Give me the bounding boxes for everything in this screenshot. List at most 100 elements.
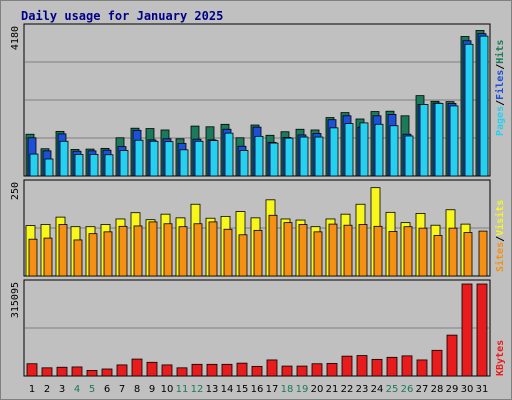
kbytes-bar [296,365,308,377]
sites-bar [133,225,143,277]
sites-bar [418,227,428,277]
kbytes-bar [86,370,98,377]
sites-bar [148,221,158,277]
pages-bar [224,132,234,177]
pages-bar [254,135,264,177]
kbytes-bar [326,363,338,377]
pages-bar [389,125,399,177]
sites-bar [448,227,458,277]
pages-bar [374,123,384,177]
kbytes-bar [281,365,293,377]
x-tick-label: 12 [191,384,204,395]
legend-sites: Sites [494,242,506,272]
x-tick-label: 8 [134,384,140,395]
sites-bar [43,237,53,277]
x-tick-label: 29 [446,384,459,395]
pages-bar [134,139,144,177]
x-tick-label: 16 [251,384,264,395]
sites-bar [193,223,203,277]
legend-visits: Visits [494,200,506,236]
kbytes-bar [41,367,53,377]
kbytes-bar [101,368,113,377]
legend-pages: Pages [495,106,506,136]
sites-bar [208,221,218,277]
y-max-label: 250 [10,182,21,200]
sites-bar [223,228,233,277]
kbytes-bar [446,334,458,377]
x-tick-label: 10 [161,384,174,395]
kbytes-bar [116,364,128,377]
legend-hits: Hits [494,40,506,64]
kbytes-bar [266,359,278,377]
pages-bar [314,136,324,177]
sites-bar [178,226,188,277]
x-tick-label: 13 [206,384,219,395]
kbytes-bar [431,349,443,377]
y-max-label: 315095 [10,282,21,318]
x-tick-label: 15 [236,384,249,395]
kbytes-bar [356,355,368,377]
kbytes-bar [476,283,488,377]
x-tick-label: 19 [296,384,309,395]
x-tick-label: 31 [476,384,489,395]
legend-kbytes: KBytes [495,340,506,376]
x-tick-label: 30 [461,384,474,395]
pages-bar [404,135,414,177]
x-tick-label: 27 [416,384,429,395]
kbytes-bar [386,356,398,377]
sites-bar [253,229,263,277]
pages-bar [419,104,429,177]
x-tick-label: 23 [356,384,369,395]
pages-bar [239,150,249,177]
x-tick-label: 20 [311,384,324,395]
kbytes-bar [176,367,188,377]
x-tick-label: 24 [371,384,384,395]
legend-separator: / [495,100,506,106]
pages-bar [329,127,339,177]
kbytes-bar [416,359,428,377]
sites-bar [403,226,413,277]
kbytes-bar [26,363,38,377]
pages-bar [464,43,474,177]
kbytes-bar [461,283,473,377]
x-tick-label: 18 [281,384,294,395]
kbytes-bar [221,363,233,377]
sites-bar [463,232,473,277]
kbytes-bar [311,363,323,377]
kbytes-bar [251,365,263,377]
sites-bar [328,223,338,277]
sites-bar [163,223,173,277]
pages-bar [269,142,279,177]
x-tick-label: 22 [341,384,354,395]
legend-kbytes: KBytes [495,340,506,376]
pages-bar [89,154,99,177]
sites-bar [28,238,38,277]
sites-bar [118,225,128,277]
sites-bar [358,224,368,277]
sites-bar [373,225,383,277]
legend-files: Files [494,70,506,100]
pages-bar [344,123,354,177]
x-tick-label: 25 [386,384,399,395]
x-tick-label: 6 [104,384,110,395]
pages-bar [209,140,219,177]
pages-bar [194,140,204,177]
pages-bar [479,35,489,177]
sites-bar [238,234,248,277]
legend-separator: / [495,64,506,70]
x-tick-label: 9 [149,384,155,395]
x-tick-label: 17 [266,384,279,395]
kbytes-bar [341,355,353,377]
pages-bar [149,140,159,177]
chart-title: Daily usage for January 2025 [21,9,224,23]
sites-bar [298,224,308,277]
x-tick-label: 7 [119,384,125,395]
pages-bar [59,140,69,177]
pages-bar [359,122,369,177]
kbytes-bar [131,358,143,377]
kbytes-bar [71,366,83,377]
kbytes-bar [371,358,383,377]
pages-bar [164,141,174,177]
pages-bar [434,103,444,177]
sites-bar [268,214,278,277]
